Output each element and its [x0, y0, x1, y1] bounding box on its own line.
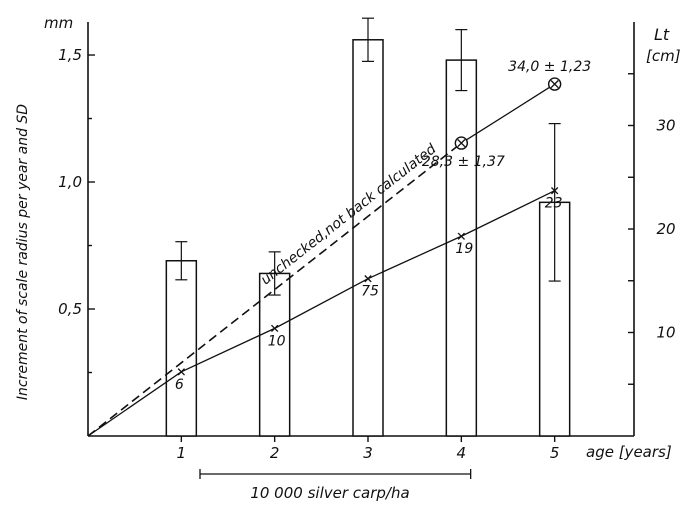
- bar-age-1: [165, 259, 198, 437]
- x-tick-label-2: 2: [270, 444, 280, 462]
- right-y-tick-label-30: 30: [656, 117, 675, 135]
- observed-length-line: [87, 190, 555, 437]
- bar-age-2: [258, 272, 291, 437]
- x-tick-label-4: 4: [457, 444, 467, 462]
- right-axis-title-line2: [cm]: [646, 47, 681, 65]
- right-axis-title-line1: Lt: [654, 25, 670, 44]
- left-y-tick-label-2: 1,5: [58, 46, 82, 64]
- unchecked-dashed-line: [87, 142, 462, 437]
- n-label-age-2: 10: [268, 333, 286, 349]
- bar-age-4: [445, 59, 478, 437]
- x-axis-title: age [years]: [586, 443, 672, 461]
- x-tick-label-1: 1: [177, 444, 187, 462]
- bars-layer: [165, 17, 571, 437]
- circled-cross-age-4: [457, 139, 466, 148]
- left-axis-title: Increment of scale radius per year and S…: [15, 104, 31, 400]
- n-label-age-1: 6: [175, 377, 184, 393]
- left-y-tick-label-1: 1,0: [58, 173, 82, 191]
- observed-marker-age-4: [457, 232, 465, 240]
- observed-marker-age-1: [177, 368, 185, 376]
- right-y-tick-label-20: 20: [656, 220, 675, 238]
- observed-marker-age-2: [271, 324, 279, 333]
- unchecked-solid-segment: [460, 83, 556, 144]
- n-label-age-5: 23: [545, 196, 563, 212]
- n-label-age-4: 19: [455, 241, 473, 257]
- annotation-age-4: 28,3 ± 1,37: [422, 154, 505, 170]
- lines-layer: [87, 77, 562, 437]
- unchecked-line-label: unchecked,not back calculated: [258, 141, 439, 288]
- left-unit-label: mm: [44, 14, 73, 32]
- circled-cross-age-5: [550, 80, 559, 89]
- observed-marker-age-5: [551, 187, 559, 195]
- x-tick-label-3: 3: [363, 444, 373, 462]
- annotation-age-5: 34,0 ± 1,23: [508, 59, 591, 75]
- observed-marker-age-3: [364, 275, 372, 283]
- left-y-tick-label-0: 0,5: [58, 300, 82, 318]
- bar-age-3: [352, 39, 384, 437]
- period-label: 10 000 silver carp/ha: [250, 484, 409, 502]
- x-tick-label-5: 5: [550, 444, 560, 462]
- right-y-tick-label-10: 10: [656, 324, 675, 342]
- n-label-age-3: 75: [361, 284, 379, 300]
